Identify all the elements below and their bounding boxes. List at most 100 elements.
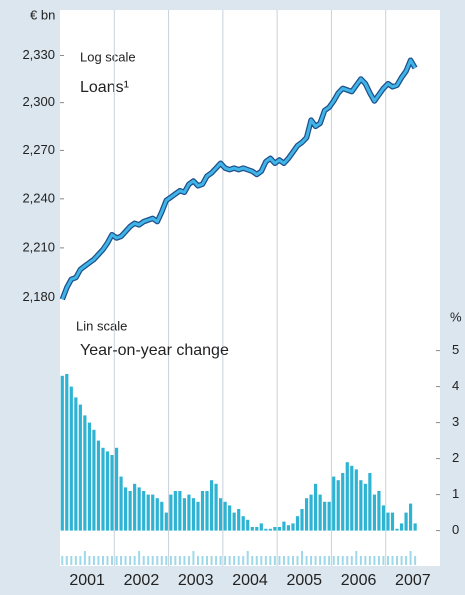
y-unit: € bn	[30, 7, 55, 22]
bar	[105, 451, 110, 531]
y-tick-label: 2,240	[22, 190, 55, 205]
plot-area	[60, 10, 440, 566]
series-label: Year-on-year change	[80, 342, 229, 359]
bar	[404, 512, 408, 531]
bar	[377, 491, 381, 531]
bar	[246, 519, 250, 531]
bar	[237, 509, 241, 531]
bar	[142, 491, 146, 531]
bar	[164, 512, 168, 531]
bar	[218, 498, 223, 531]
bar	[359, 480, 363, 531]
bar	[160, 501, 164, 531]
bar	[137, 487, 141, 531]
bar	[241, 516, 245, 531]
bar	[209, 480, 214, 531]
bar	[350, 465, 354, 531]
bar	[123, 487, 128, 531]
bar	[114, 447, 119, 531]
y-tick-label: 4	[452, 378, 459, 393]
bar	[399, 523, 404, 531]
bar	[205, 491, 209, 531]
bar	[255, 527, 259, 531]
y-tick-label: 2,300	[22, 94, 55, 109]
bar	[336, 480, 340, 531]
bar	[264, 528, 268, 531]
bar	[372, 494, 377, 531]
y-tick-label: 2	[452, 450, 459, 465]
bar	[191, 498, 196, 531]
bar	[327, 501, 331, 531]
bar	[69, 386, 73, 531]
bar	[96, 440, 101, 531]
bar	[277, 527, 282, 531]
bar	[178, 491, 182, 531]
bar	[187, 494, 191, 531]
bar	[228, 505, 232, 531]
bar	[368, 473, 372, 531]
y-tick-label: 2,210	[22, 239, 55, 254]
bar	[273, 527, 277, 531]
bar	[133, 483, 137, 531]
bar	[304, 498, 309, 531]
bar	[92, 429, 96, 531]
bar	[83, 415, 87, 531]
y-tick-label: 2,180	[22, 289, 55, 304]
y-tick-label: 0	[452, 522, 459, 537]
series-label: Loans¹	[80, 79, 129, 96]
bar	[60, 375, 64, 531]
bar	[110, 455, 114, 531]
bar	[87, 422, 92, 531]
scale-note: Lin scale	[76, 318, 127, 333]
x-tick-label: 2005	[286, 572, 322, 589]
bar	[200, 491, 205, 531]
bar	[390, 512, 395, 531]
bar	[223, 501, 227, 531]
bar	[196, 501, 200, 531]
bar	[151, 494, 155, 531]
bar	[345, 462, 349, 531]
y-tick-label: 2,330	[22, 47, 55, 62]
bar	[74, 397, 78, 531]
bar	[182, 498, 187, 531]
bar	[341, 473, 345, 531]
bar	[146, 494, 150, 531]
bar	[128, 491, 132, 531]
bar	[173, 491, 177, 531]
bar	[286, 525, 291, 531]
scale-note: Log scale	[80, 49, 136, 64]
bar	[214, 483, 218, 531]
y-tick-label: 2,270	[22, 142, 55, 157]
x-tick-label: 2003	[178, 572, 214, 589]
line	[60, 58, 417, 300]
bar	[381, 505, 386, 531]
bar	[282, 521, 286, 531]
bar	[318, 494, 322, 531]
bar	[101, 447, 105, 531]
y-tick-label: 1	[452, 486, 459, 501]
bar	[332, 476, 336, 531]
bar	[250, 527, 254, 531]
bar	[295, 516, 300, 531]
bar	[408, 503, 413, 531]
bar	[119, 476, 123, 531]
bar	[232, 512, 236, 531]
bar	[300, 509, 304, 531]
x-tick-label: 2002	[124, 572, 160, 589]
x-tick-label: 2007	[395, 572, 431, 589]
bar	[291, 523, 295, 531]
bar	[169, 494, 173, 531]
bar	[268, 528, 272, 531]
bar	[313, 483, 318, 531]
bar	[78, 404, 82, 531]
bar	[395, 528, 399, 531]
x-tick-label: 2006	[341, 572, 377, 589]
y-unit: %	[450, 309, 462, 324]
bar	[354, 469, 358, 531]
bar	[65, 374, 69, 531]
bar	[323, 501, 327, 531]
bar	[259, 523, 263, 531]
x-tick-label: 2001	[69, 572, 105, 589]
bar	[386, 512, 390, 531]
